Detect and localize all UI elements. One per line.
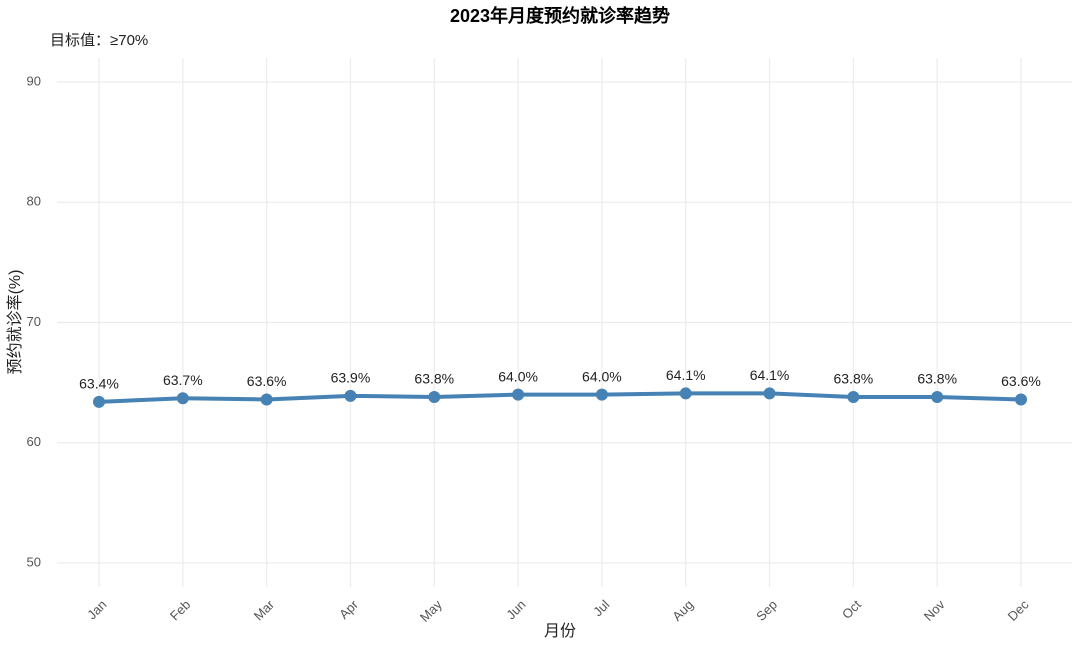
point (763, 387, 776, 400)
x-tick-label: Jul (590, 597, 612, 619)
point (260, 393, 273, 406)
data-label: 63.7% (163, 372, 203, 388)
x-tick-label: May (417, 597, 445, 625)
y-tick-label: 80 (27, 194, 41, 209)
y-tick-label: 60 (27, 434, 41, 449)
x-tick-label: Apr (336, 596, 361, 621)
data-label: 63.9% (331, 370, 371, 386)
point (595, 388, 608, 401)
data-label: 64.0% (498, 368, 538, 384)
point (512, 388, 525, 401)
point (428, 391, 441, 404)
x-tick-label: Aug (669, 597, 696, 624)
y-tick-label: 90 (27, 73, 41, 88)
data-label: 63.4% (79, 376, 119, 392)
y-tick-label: 70 (27, 314, 41, 329)
data-label: 63.8% (834, 371, 874, 387)
x-tick-label: Dec (1005, 597, 1032, 624)
y-tick-label: 50 (27, 554, 41, 569)
point (93, 395, 105, 408)
data-label: 63.8% (414, 371, 454, 387)
chart-subtitle: 目标值：≥70% (50, 32, 148, 49)
point (1015, 393, 1027, 406)
point (176, 392, 189, 405)
point (931, 391, 944, 404)
data-label: 63.6% (247, 373, 287, 389)
x-tick-label: Jun (503, 597, 528, 622)
y-axis-label: 预约就诊率(%) (6, 270, 24, 375)
x-tick-label: Nov (921, 597, 948, 624)
x-tick-label: Feb (167, 597, 193, 623)
data-label: 64.0% (582, 368, 622, 384)
data-label: 64.1% (750, 367, 790, 383)
x-tick-label: Sep (753, 597, 780, 624)
chart-title: 2023年月度预约就诊率趋势 (450, 5, 670, 26)
x-axis-label: 月份 (544, 622, 576, 640)
line (98, 391, 1022, 404)
x-tick-label: Oct (839, 597, 864, 622)
point (679, 387, 692, 400)
point (344, 389, 357, 402)
data-label: 63.6% (1001, 373, 1041, 389)
data-label: 63.8% (917, 371, 957, 387)
x-tick-label: Mar (251, 596, 278, 623)
x-tick-label: Jan (84, 597, 109, 622)
data-label: 64.1% (666, 367, 706, 383)
point (847, 391, 860, 404)
